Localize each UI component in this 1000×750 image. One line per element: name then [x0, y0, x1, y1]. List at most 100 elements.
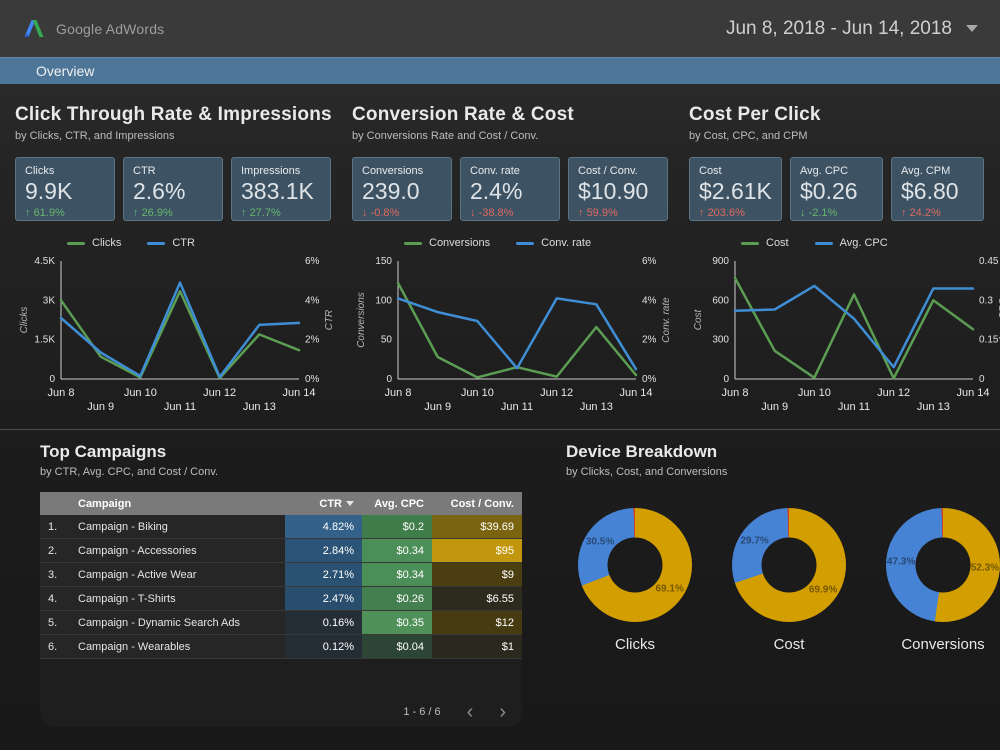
scorecard-label: Cost / Conv.	[578, 165, 638, 177]
arrow-up-icon: ↑	[25, 207, 34, 219]
donut-chart-clicks[interactable]: 69.1% 30.5%	[578, 508, 692, 622]
svg-text:Jun 8: Jun 8	[722, 387, 749, 399]
avg-cpc-cell: $0.35	[362, 611, 432, 634]
svg-text:2%: 2%	[642, 335, 657, 346]
donut-block-cost: 69.9% 29.7% Cost	[732, 508, 846, 653]
donut-chart-cost[interactable]: 69.9% 29.7%	[732, 508, 846, 622]
arrow-up-icon: ↑	[578, 207, 587, 219]
svg-text:300: 300	[712, 335, 729, 346]
scorecard-clicks: Clicks 9.9K ↑ 61.9%	[15, 157, 115, 221]
scorecard-delta-value: -2.1%	[808, 207, 838, 219]
svg-text:6%: 6%	[642, 256, 657, 267]
scorecard-delta-value: 27.7%	[249, 207, 281, 219]
svg-text:Jun 10: Jun 10	[461, 387, 494, 399]
bottom-row: Top Campaigns by CTR, Avg. CPC, and Cost…	[0, 429, 1000, 727]
table-row: 1. Campaign - Biking 4.82% $0.2 $39.69	[40, 515, 522, 539]
svg-text:Jun 12: Jun 12	[540, 387, 573, 399]
scorecards-row: Cost $2.61K ↑ 203.6% Avg. CPC $0.26 ↓ -2.1% Av…	[689, 157, 984, 221]
svg-text:900: 900	[712, 256, 729, 267]
scorecard-delta: ↑ 61.9%	[25, 207, 105, 219]
metric-section: Click Through Rate & Impressions by Click…	[15, 104, 340, 423]
legend-swatch-icon	[741, 241, 759, 245]
svg-text:50: 50	[381, 335, 393, 346]
avg-cpc-cell: $0.34	[362, 539, 432, 562]
section-title: Cost Per Click	[689, 104, 821, 125]
row-index: 4.	[48, 592, 58, 605]
cost-conv-cell: $39.69	[432, 515, 522, 538]
ctr-cell: 2.71%	[285, 563, 362, 586]
legend-swatch-icon	[814, 241, 833, 245]
donut-slice-label: 69.9%	[808, 584, 838, 596]
legend-label: Conversions	[429, 237, 491, 249]
table-header-campaign[interactable]: Campaign	[78, 497, 132, 510]
legend-label: Cost	[766, 237, 789, 249]
svg-text:Jun 8: Jun 8	[48, 387, 75, 399]
scorecard-value: 239.0	[362, 178, 420, 204]
line-chart-3[interactable]: 0 0 300 0.15 600 0.3 900 0.45 Jun 8 Jun 9 Jun 10 Ju…	[689, 251, 1000, 423]
line-chart-2[interactable]: 0 0% 50 2% 100 4% 150 6% Jun 8 Jun 9 Jun 10 Jun 11 J…	[352, 251, 677, 423]
ctr-cell: 0.16%	[285, 611, 362, 634]
scorecard-delta-value: -38.8%	[478, 207, 514, 219]
svg-text:Cost: Cost	[693, 308, 704, 330]
donut-slice-label: 52.3%	[970, 562, 1000, 574]
ctr-cell: 0.12%	[285, 635, 362, 658]
svg-text:Avg. CPC: Avg. CPC	[998, 297, 1000, 342]
scorecard-value: $10.90	[578, 178, 649, 204]
scorecard-conversions: Conversions 239.0 ↓ -0.8%	[352, 157, 452, 221]
donut-chart-conversions[interactable]: 52.3% 47.3%	[886, 508, 1000, 622]
arrow-up-icon: ↑	[901, 207, 910, 219]
scorecard-delta-value: 59.9%	[586, 207, 618, 219]
avg-cpc-cell: $0.2	[362, 515, 432, 538]
scorecard-label: Avg. CPC	[800, 165, 849, 177]
scorecard-cost: Cost $2.61K ↑ 203.6%	[689, 157, 782, 221]
cost-conv-cell: $9	[432, 563, 522, 586]
svg-text:0.15: 0.15	[979, 335, 999, 346]
pagination-prev-button[interactable]: ‹	[466, 701, 474, 723]
row-index: 1.	[48, 520, 58, 533]
legend-item: Conv. rate	[516, 237, 591, 249]
scorecard-delta: ↓ -0.8%	[362, 207, 442, 219]
campaign-name-cell: Campaign - Active Wear	[78, 568, 197, 581]
svg-text:Jun 10: Jun 10	[798, 387, 831, 399]
campaign-name-cell: Campaign - Dynamic Search Ads	[78, 616, 241, 629]
svg-text:Clicks: Clicks	[19, 307, 30, 334]
scorecard-label: Conversions	[362, 165, 424, 177]
scorecard-delta: ↑ 27.7%	[241, 207, 321, 219]
table-header-row: Campaign CTR Avg. CPC Cost / Conv.	[40, 492, 522, 515]
table-header-cost[interactable]: Cost / Conv.	[450, 497, 514, 510]
scorecard-delta: ↑ 203.6%	[699, 207, 772, 219]
svg-text:0.45: 0.45	[979, 256, 999, 267]
device-breakdown-section: Device Breakdown by Clicks, Cost, and Co…	[544, 442, 1000, 727]
svg-text:0: 0	[386, 374, 392, 385]
cost-conv-cell: $95	[432, 539, 522, 562]
scorecards-row: Clicks 9.9K ↑ 61.9% CTR 2.6% ↑ 26.9% Impressio…	[15, 157, 340, 221]
line-chart-1[interactable]: 0 0% 1.5K 2% 3K 4% 4.5K 6% Jun 8 Jun 9 Jun 10 Jun 1…	[15, 251, 340, 423]
ctr-cell: 4.82%	[285, 515, 362, 538]
scorecard-conv-rate: Conv. rate 2.4% ↓ -38.8%	[460, 157, 560, 221]
svg-text:Jun 14: Jun 14	[282, 387, 315, 399]
scorecard-delta-value: 24.2%	[909, 207, 941, 219]
svg-text:4.5K: 4.5K	[34, 256, 55, 267]
legend-item: Avg. CPC	[814, 237, 888, 249]
campaign-name-cell: Campaign - Accessories	[78, 544, 197, 557]
scorecard-ctr: CTR 2.6% ↑ 26.9%	[123, 157, 223, 221]
svg-text:3K: 3K	[43, 295, 56, 306]
avg-cpc-cell: $0.34	[362, 563, 432, 586]
donuts-row: 69.1% 30.5% Clicks 69.9% 29.7% Cost 52.3% 47.3%…	[566, 508, 1000, 653]
svg-text:100: 100	[375, 295, 392, 306]
date-range-picker[interactable]: Jun 8, 2018 - Jun 14, 2018	[726, 18, 978, 40]
pagination-next-button[interactable]: ›	[499, 701, 506, 723]
ctr-cell: 2.47%	[285, 587, 362, 610]
cost-conv-cell: $6.55	[432, 587, 522, 610]
table-header-cpc[interactable]: Avg. CPC	[374, 497, 424, 510]
scorecard-delta-value: 26.9%	[141, 207, 173, 219]
avg-cpc-cell: $0.04	[362, 635, 432, 658]
table-header-ctr[interactable]: CTR	[285, 498, 362, 510]
arrow-up-icon: ↑	[241, 207, 250, 219]
svg-text:CTR: CTR	[324, 310, 335, 331]
tab-overview[interactable]: Overview	[36, 62, 95, 79]
svg-text:4%: 4%	[642, 295, 657, 306]
scorecard-label: Impressions	[241, 165, 301, 177]
svg-text:Jun 11: Jun 11	[164, 401, 196, 413]
svg-text:Jun 13: Jun 13	[243, 401, 276, 413]
